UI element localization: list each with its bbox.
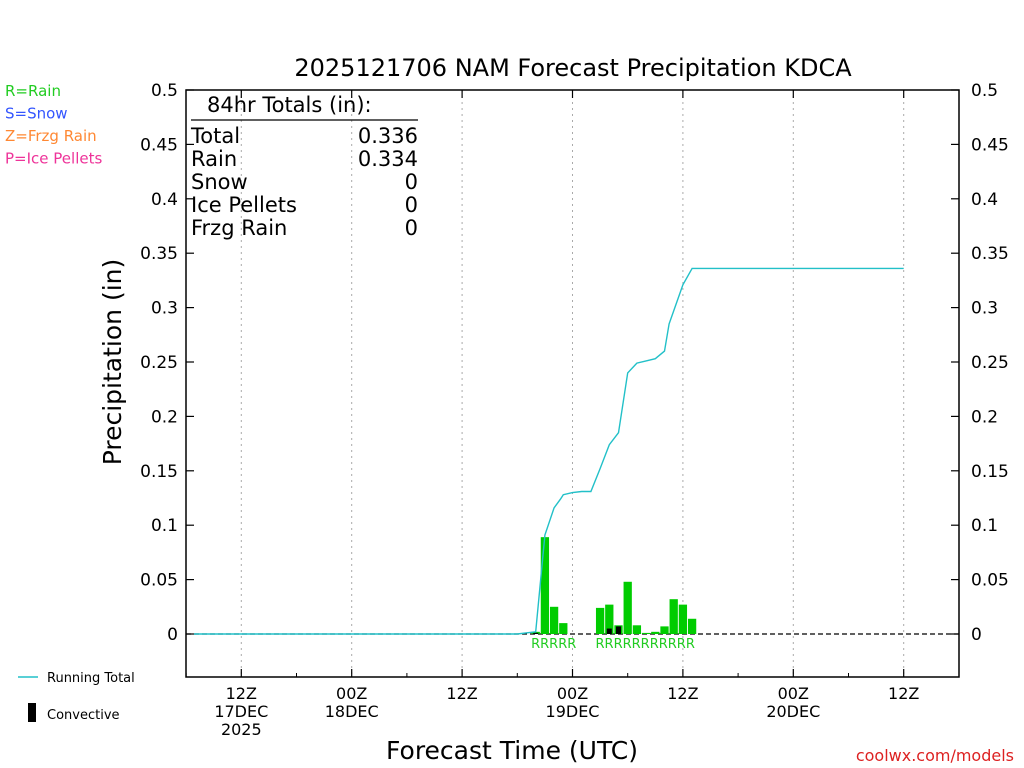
- totals-box: 84hr Totals (in): Total 0.336 Rain 0.334 Sno…: [190, 93, 418, 240]
- y-tick-label-left: 0: [167, 625, 178, 645]
- precip-bar: [669, 599, 678, 634]
- ptype-label: RRRRRRRRRRR: [596, 637, 695, 652]
- totals-row-value: 0.334: [358, 147, 418, 171]
- y-tick-label-left: 0.05: [140, 571, 178, 591]
- chart-title: 2025121706 NAM Forecast Precipitation KD…: [294, 54, 852, 82]
- y-tick-label-left: 0.1: [151, 516, 178, 536]
- precip-bar: [651, 631, 660, 634]
- convective-legend-label: Convective: [47, 708, 120, 723]
- y-tick-label-right: 0.05: [971, 571, 1009, 591]
- y-tick-label-left: 0.15: [140, 462, 178, 482]
- precip-bar: [687, 618, 697, 634]
- ptype-legend: R=Rain S=Snow Z=Frzg Rain P=Ice Pellets: [5, 82, 102, 168]
- x-tick-label: 12Z: [888, 684, 919, 703]
- x-tick-label: 2025: [221, 720, 262, 739]
- convective-legend-swatch: [28, 703, 36, 722]
- y-axis-label: Precipitation (in): [98, 259, 127, 466]
- y-tick-label-right: 0.1: [971, 516, 998, 536]
- totals-row-label: Frzg Rain: [191, 216, 287, 240]
- vertical-gridlines: [240, 90, 905, 677]
- totals-row-label: Rain: [191, 147, 237, 171]
- y-tick-label-left: 0.2: [151, 407, 178, 427]
- y-tick-label-left: 0.25: [140, 353, 178, 373]
- x-tick-label: 12Z: [226, 684, 257, 703]
- credit-text: coolwx.com/models: [856, 746, 1014, 765]
- precip-bar: [559, 623, 568, 634]
- precip-bar: [660, 626, 669, 634]
- y-axis: 0 00.05 0.050.1 0.10.15 0.150.2 0.20.25 0.250.…: [140, 81, 1009, 645]
- precipitation-bars: [531, 537, 697, 634]
- x-tick-label: 20DEC: [766, 702, 820, 721]
- precip-bar: [549, 606, 559, 634]
- x-axis-label: Forecast Time (UTC): [386, 736, 638, 765]
- x-tick-label: 18DEC: [325, 702, 379, 721]
- precip-bar: [605, 604, 614, 634]
- y-tick-label-right: 0.4: [971, 190, 998, 210]
- totals-row-value: 0: [405, 216, 418, 240]
- totals-row-label: Snow: [191, 170, 248, 194]
- totals-row-value: 0.336: [358, 124, 418, 148]
- precip-bar: [678, 604, 688, 634]
- totals-row-value: 0: [405, 193, 418, 217]
- legend-entry: R=Rain: [5, 82, 61, 100]
- x-tick-label: 12Z: [446, 684, 477, 703]
- totals-row-label: Ice Pellets: [191, 193, 297, 217]
- y-tick-label-right: 0: [971, 625, 982, 645]
- x-tick-label: 17DEC: [214, 702, 268, 721]
- y-tick-label-right: 0.45: [971, 135, 1009, 155]
- legend-entry: Z=Frzg Rain: [5, 127, 97, 145]
- y-tick-label-right: 0.3: [971, 299, 998, 319]
- x-tick-label: 00Z: [778, 684, 809, 703]
- legend-entry: P=Ice Pellets: [5, 150, 102, 168]
- y-tick-label-left: 0.5: [151, 81, 178, 101]
- totals-row-value: 0: [405, 170, 418, 194]
- y-tick-label-right: 0.5: [971, 81, 998, 101]
- x-tick-label: 19DEC: [546, 702, 600, 721]
- precip-bar: [540, 537, 550, 634]
- y-tick-label-right: 0.15: [971, 462, 1009, 482]
- legend-entry: S=Snow: [5, 105, 68, 123]
- x-tick-label: 00Z: [557, 684, 588, 703]
- y-tick-label-left: 0.35: [140, 244, 178, 264]
- convective-bars: [533, 626, 621, 634]
- running-total-line: [194, 267, 904, 635]
- ptype-label: RRRRR: [531, 637, 576, 652]
- precip-bar: [595, 607, 605, 634]
- precip-bar: [632, 625, 642, 634]
- y-tick-label-right: 0.35: [971, 244, 1009, 264]
- convective-bar: [616, 626, 621, 634]
- ptype-labels: RRRRR RRRRRRRRRRR: [531, 637, 695, 652]
- precip-bar: [641, 632, 651, 634]
- running-total-legend-label: Running Total: [47, 671, 135, 686]
- y-tick-label-right: 0.2: [971, 407, 998, 427]
- convective-bar: [533, 632, 539, 634]
- totals-row-label: Total: [190, 124, 240, 148]
- x-tick-label: 12Z: [667, 684, 698, 703]
- y-tick-label-left: 0.3: [151, 299, 178, 319]
- convective-bar: [606, 628, 612, 634]
- precip-bar: [623, 581, 632, 634]
- y-tick-label-right: 0.25: [971, 353, 1009, 373]
- y-tick-label-left: 0.4: [151, 190, 178, 210]
- x-tick-label: 00Z: [336, 684, 367, 703]
- totals-header: 84hr Totals (in):: [207, 93, 372, 117]
- y-tick-label-left: 0.45: [140, 135, 178, 155]
